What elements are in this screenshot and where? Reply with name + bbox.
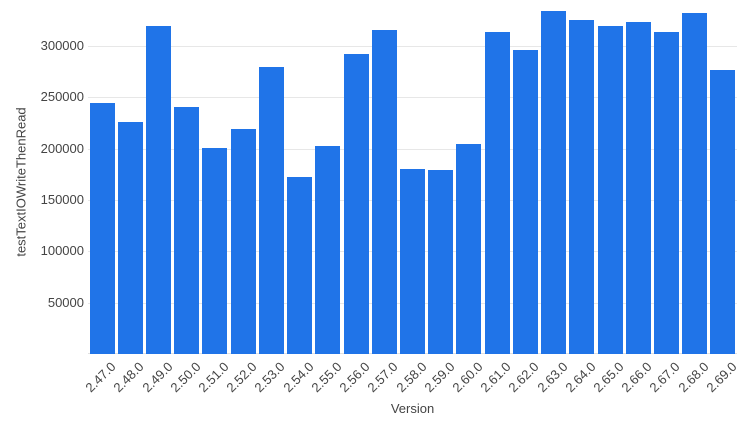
bar[interactable] bbox=[146, 25, 172, 354]
bar[interactable] bbox=[89, 102, 115, 354]
bar[interactable] bbox=[174, 106, 200, 354]
gridline bbox=[88, 97, 737, 99]
bar[interactable] bbox=[456, 143, 482, 354]
gridline bbox=[88, 148, 737, 150]
x-axis-title: Version bbox=[390, 401, 435, 416]
y-tick-label: 150000 bbox=[40, 192, 84, 208]
bar[interactable] bbox=[117, 122, 143, 354]
gridline bbox=[88, 46, 737, 48]
y-tick-label: 250000 bbox=[40, 89, 84, 105]
bar[interactable] bbox=[315, 145, 341, 354]
bar[interactable] bbox=[541, 11, 567, 354]
bar[interactable] bbox=[202, 147, 228, 354]
bar[interactable] bbox=[597, 25, 623, 354]
y-tick-label: 50000 bbox=[47, 294, 84, 310]
bar[interactable] bbox=[371, 29, 397, 354]
bar[interactable] bbox=[258, 66, 284, 354]
y-tick-label: 200000 bbox=[40, 140, 84, 156]
bar[interactable] bbox=[625, 21, 651, 354]
y-tick-label: 100000 bbox=[40, 243, 84, 259]
bar[interactable] bbox=[569, 19, 595, 354]
plot-area bbox=[88, 0, 737, 354]
bar[interactable] bbox=[653, 31, 679, 354]
bar[interactable] bbox=[400, 169, 425, 354]
y-tick-label: 300000 bbox=[40, 38, 84, 54]
bar[interactable] bbox=[710, 69, 736, 354]
bar[interactable] bbox=[343, 54, 369, 354]
y-axis-title: testTextIOWriteThenRead bbox=[13, 107, 29, 257]
bar[interactable] bbox=[682, 13, 708, 354]
bar[interactable] bbox=[428, 170, 454, 354]
bar[interactable] bbox=[230, 129, 256, 354]
bar[interactable] bbox=[287, 176, 313, 354]
bar[interactable] bbox=[512, 50, 538, 354]
bar[interactable] bbox=[484, 31, 510, 354]
